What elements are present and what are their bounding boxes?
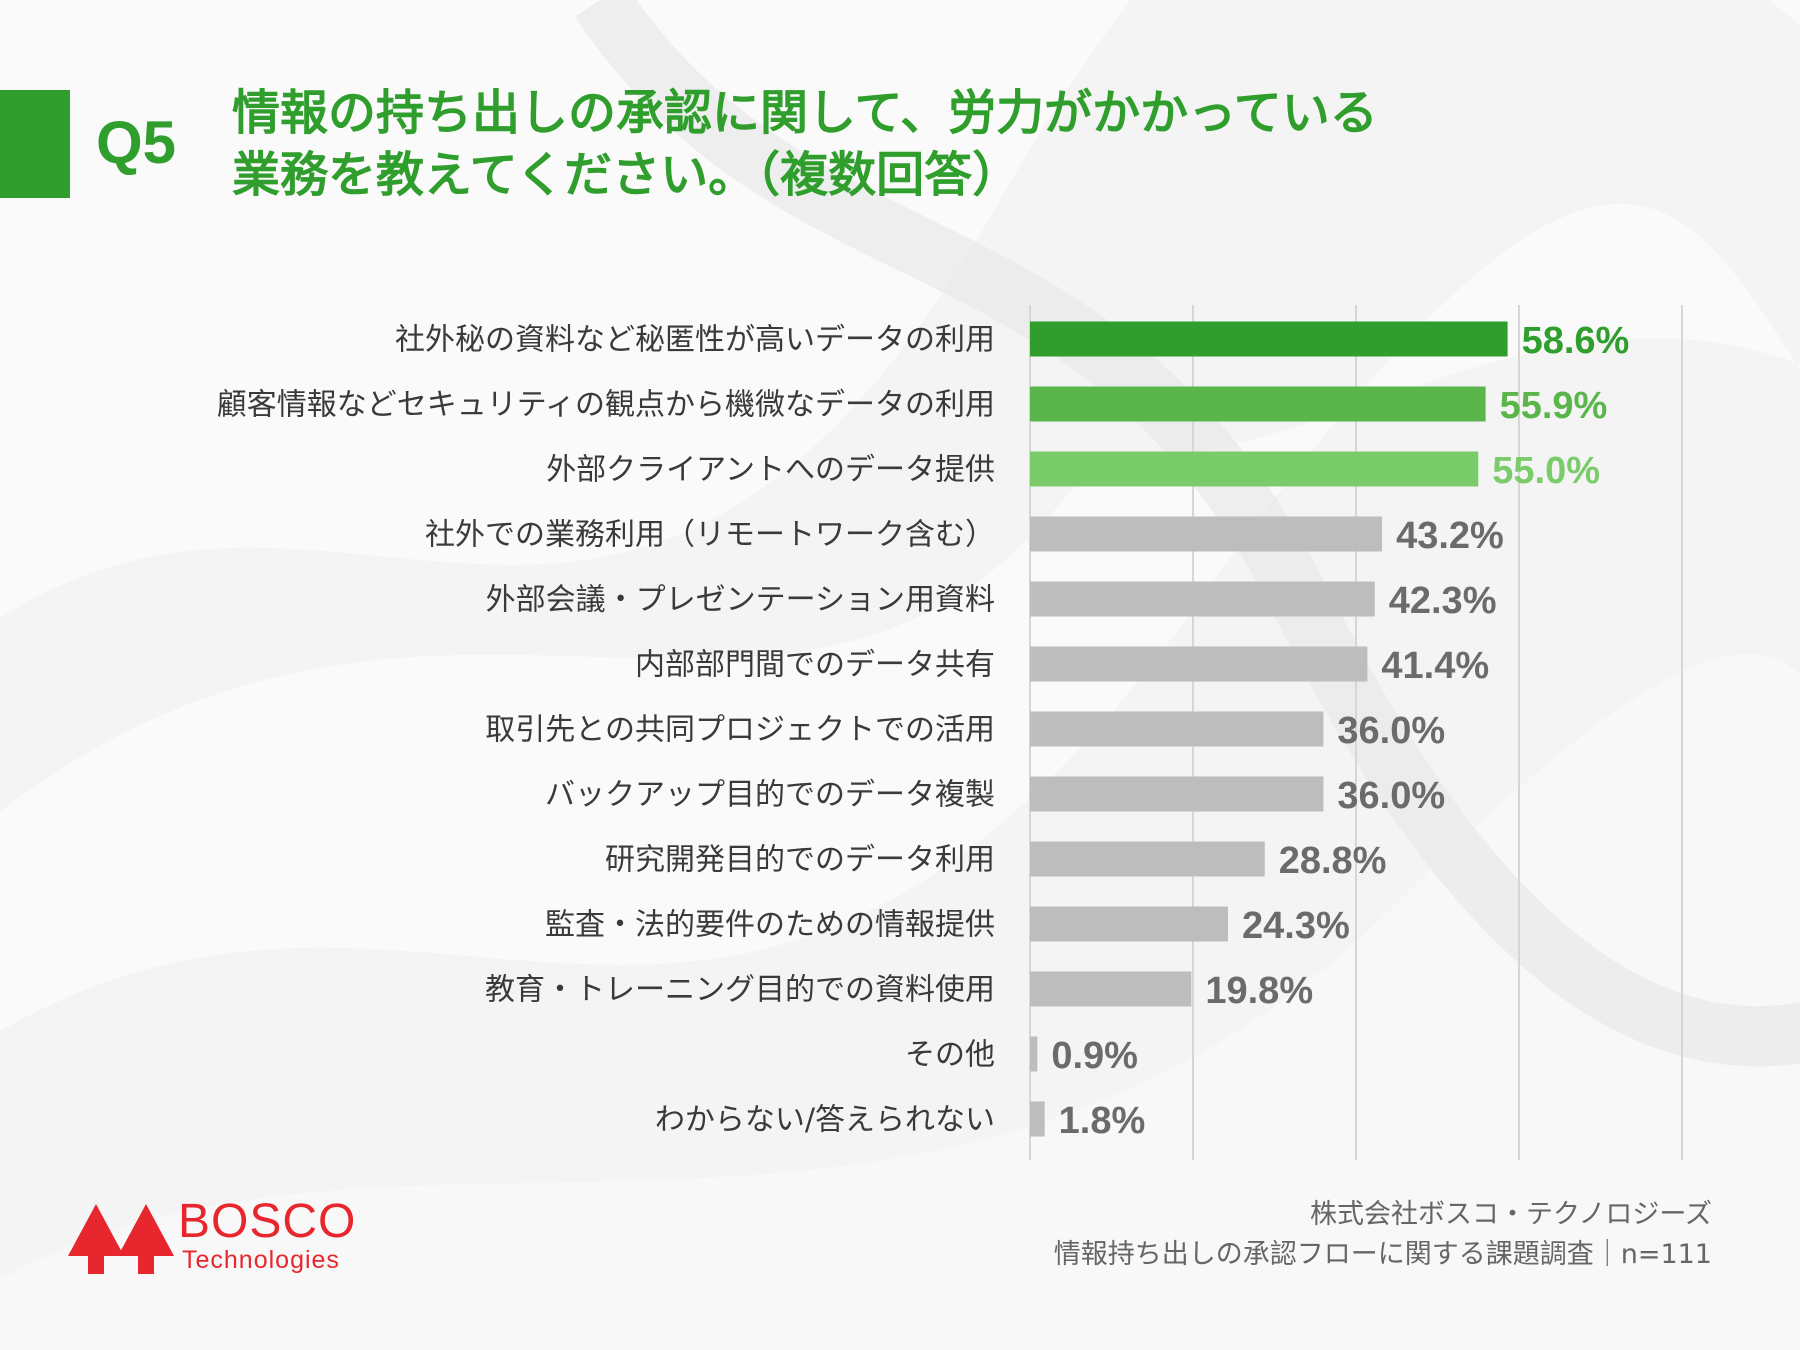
category-label-0: 社外秘の資料など秘匿性が高いデータの利用 <box>395 323 995 358</box>
bar-1 <box>1030 386 1486 422</box>
category-label-5: 内部部門間でのデータ共有 <box>635 648 995 683</box>
bar-2 <box>1030 451 1479 487</box>
question-title-line-1: 情報の持ち出しの承認に関して、労力がかかっている <box>232 85 1378 141</box>
bosco-logo: BOSCO Technologies <box>66 1195 386 1280</box>
value-label-5: 41.4% <box>1381 645 1489 687</box>
bar-8 <box>1030 841 1265 877</box>
value-label-11: 0.9% <box>1051 1035 1138 1077</box>
category-label-1: 顧客情報などセキュリティの観点から機微なデータの利用 <box>217 388 995 423</box>
value-label-3: 43.2% <box>1396 515 1504 557</box>
value-label-0: 58.6% <box>1522 320 1630 362</box>
category-label-8: 研究開発目的でのデータ利用 <box>605 843 995 878</box>
bar-12 <box>1030 1101 1045 1137</box>
value-label-9: 24.3% <box>1242 905 1350 947</box>
value-label-1: 55.9% <box>1500 385 1608 427</box>
value-label-4: 42.3% <box>1389 580 1497 622</box>
category-label-12: わからない/答えられない <box>655 1103 995 1138</box>
value-label-2: 55.0% <box>1492 450 1600 492</box>
category-label-2: 外部クライアントへのデータ提供 <box>546 453 995 488</box>
footer-credit: 株式会社ボスコ・テクノロジーズ 情報持ち出しの承認フローに関する課題調査｜n=1… <box>1054 1195 1712 1275</box>
logo-name: BOSCO <box>178 1195 357 1248</box>
bar-0 <box>1030 321 1508 357</box>
bar-7 <box>1030 776 1324 812</box>
logo-trees-icon <box>68 1204 174 1274</box>
value-label-7: 36.0% <box>1337 775 1445 817</box>
bar-9 <box>1030 906 1229 942</box>
category-label-7: バックアップ目的でのデータ複製 <box>545 778 995 813</box>
question-title: 情報の持ち出しの承認に関して、労力がかかっている 業務を教えてください。（複数回… <box>232 82 1632 206</box>
value-label-12: 1.8% <box>1059 1100 1146 1142</box>
question-marker-bar <box>0 90 70 198</box>
category-label-6: 取引先との共同プロジェクトでの活用 <box>485 713 995 748</box>
question-title-line-2: 業務を教えてください。（複数回答） <box>232 147 1021 203</box>
value-label-10: 19.8% <box>1205 970 1313 1012</box>
value-label-6: 36.0% <box>1337 710 1445 752</box>
bar-11 <box>1030 1036 1038 1072</box>
bar-10 <box>1030 971 1192 1007</box>
category-label-10: 教育・トレーニング目的での資料使用 <box>485 973 995 1008</box>
logo-subtitle: Technologies <box>182 1246 340 1274</box>
bar-6 <box>1030 711 1324 747</box>
category-label-4: 外部会議・プレゼンテーション用資料 <box>486 583 995 618</box>
category-label-11: その他 <box>905 1038 995 1073</box>
footer-survey: 情報持ち出しの承認フローに関する課題調査｜n=111 <box>1053 1239 1712 1270</box>
category-label-9: 監査・法的要件のための情報提供 <box>545 908 995 943</box>
value-label-8: 28.8% <box>1279 840 1387 882</box>
footer-company: 株式会社ボスコ・テクノロジーズ <box>1309 1199 1712 1230</box>
category-label-3: 社外での業務利用（リモートワーク含む） <box>425 518 995 553</box>
bar-3 <box>1030 516 1383 552</box>
bar-5 <box>1030 646 1368 682</box>
bar-4 <box>1030 581 1375 617</box>
question-number: Q5 <box>96 109 177 176</box>
